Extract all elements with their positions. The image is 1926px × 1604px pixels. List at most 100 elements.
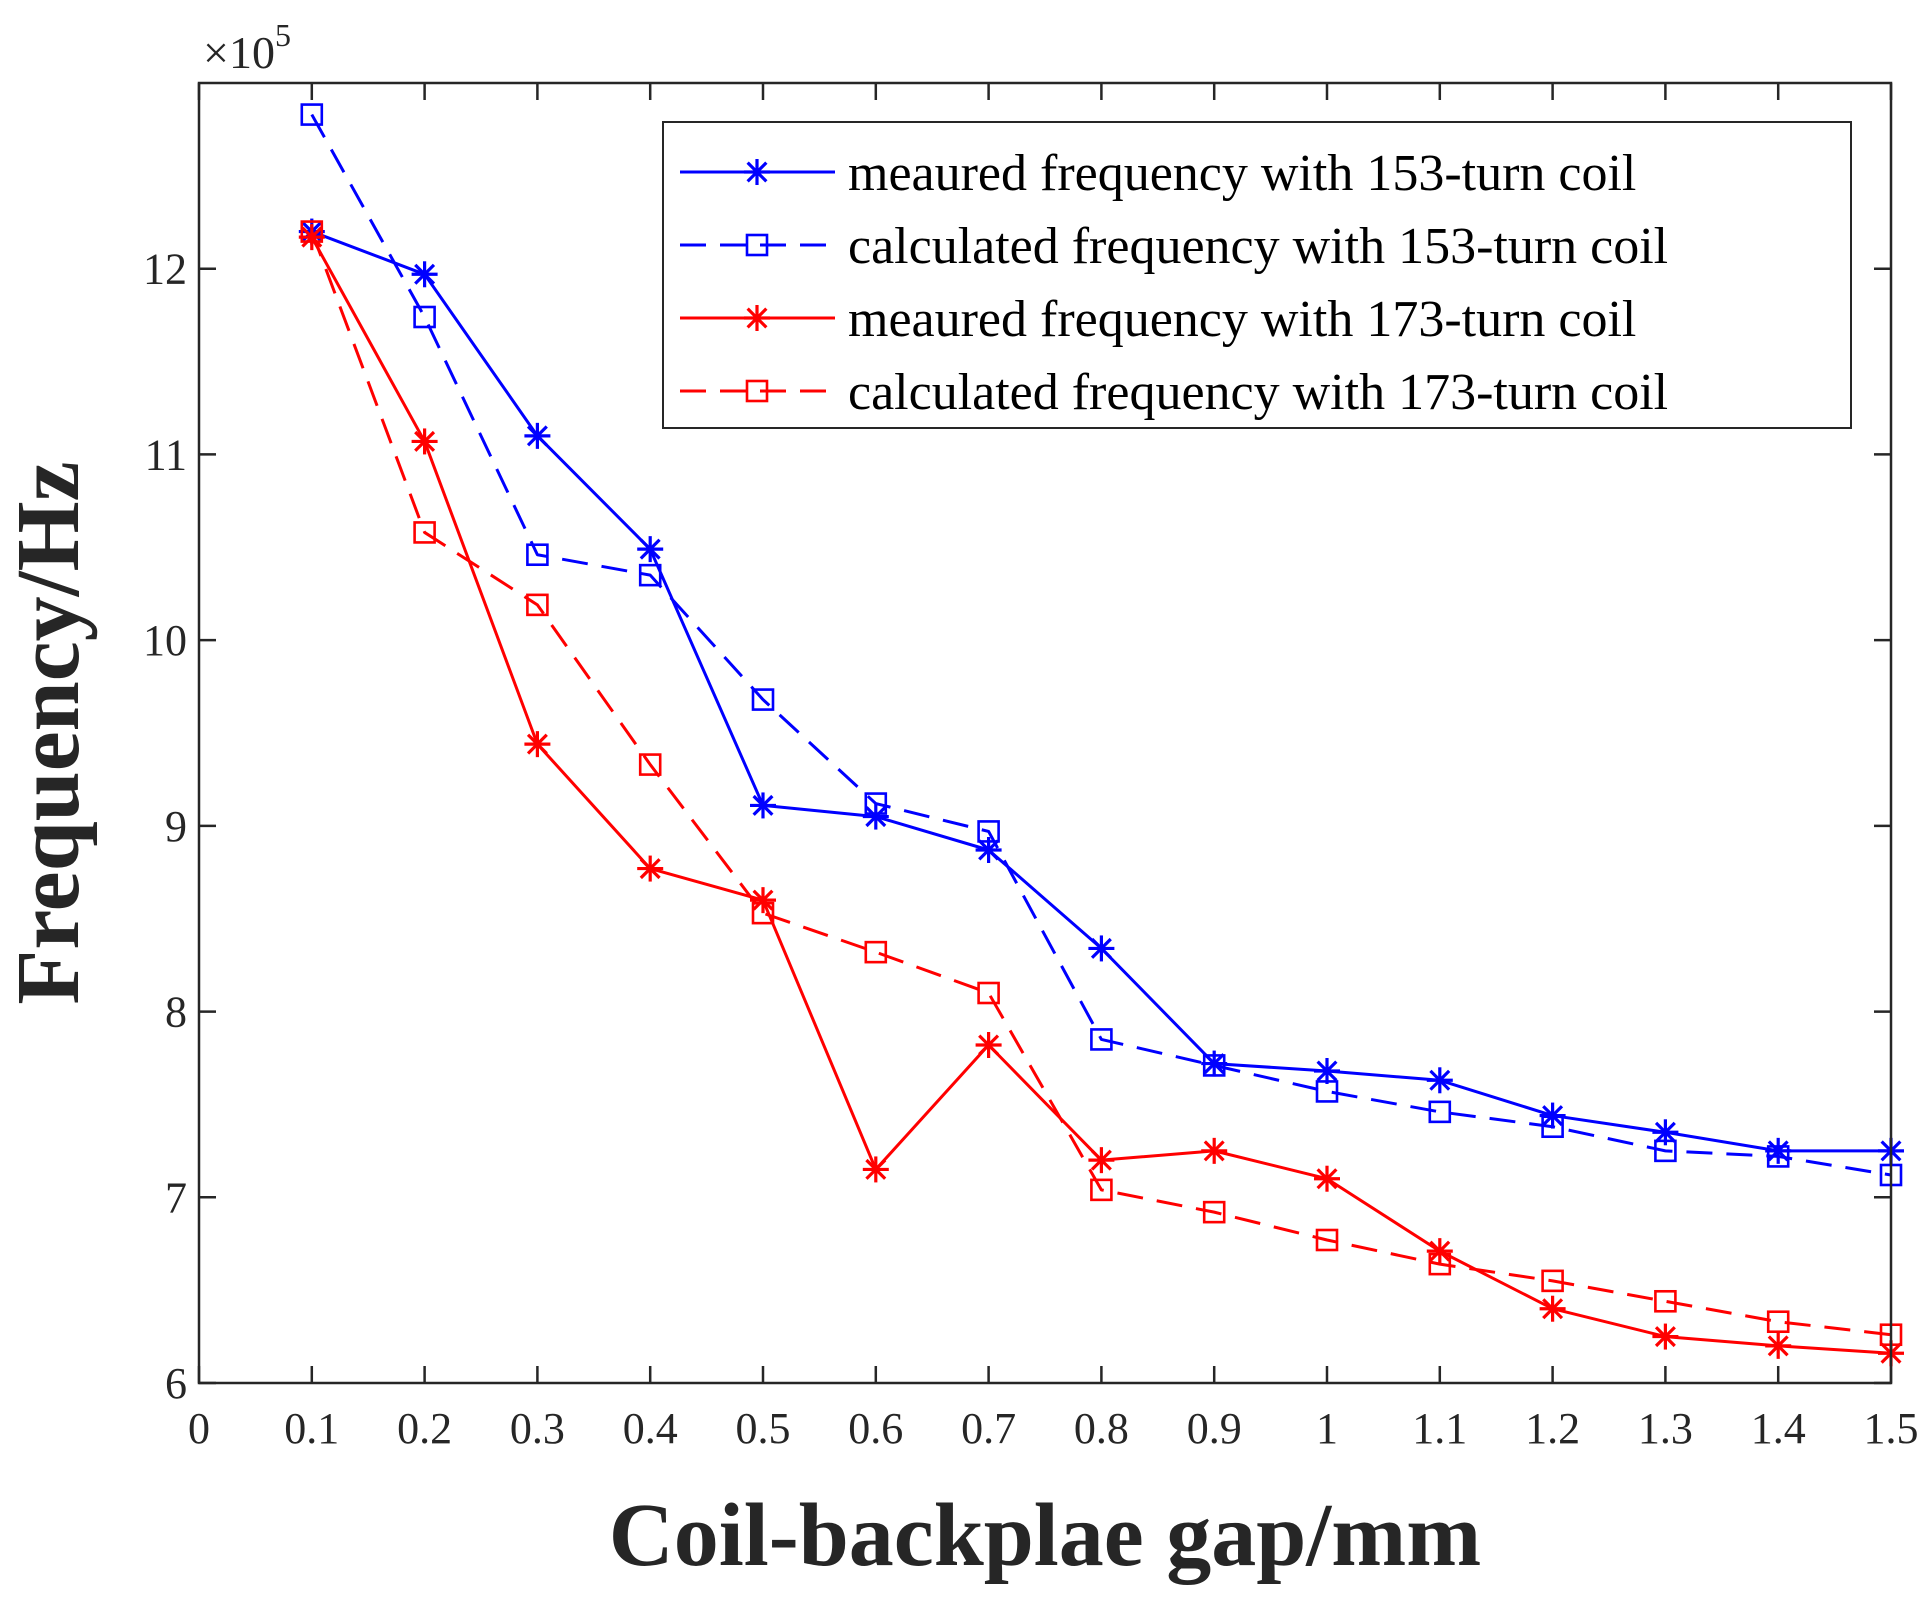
x-tick-label: 0	[188, 1404, 210, 1453]
asterisk-marker	[1426, 1067, 1453, 1094]
x-ticks: 0 0.1 0.2 0.3 0.4 0.5 0.6 0.7 0.8 0.9 1 1.1 1.2 1.3 1.…	[188, 83, 1919, 1453]
square-marker	[638, 563, 662, 587]
square-marker	[977, 981, 1000, 1005]
square-marker	[1541, 1269, 1564, 1293]
square-marker	[864, 792, 888, 815]
legend-label: meaured frequency with 153-turn coil	[848, 145, 1636, 202]
asterisk-marker	[298, 224, 325, 251]
legend-box	[662, 121, 1852, 429]
square-marker	[1202, 1200, 1226, 1224]
asterisk-marker	[1088, 935, 1115, 962]
series-line	[310, 231, 1892, 1337]
y-tick-label: 11	[145, 430, 187, 479]
series-3	[298, 224, 1904, 1367]
legend-entry-2: calculated frequency with 153-turn coil	[680, 218, 1668, 275]
legend-entry-4: calculated frequency with 173-turn coil	[680, 364, 1668, 421]
plot-frame	[197, 81, 1893, 1385]
y-tick-label: 7	[165, 1173, 187, 1222]
x-tick-label: 1.3	[1638, 1404, 1693, 1453]
y-tick-label: 12	[143, 245, 187, 294]
legend-label: calculated frequency with 153-turn coil	[848, 218, 1668, 275]
square-marker	[1428, 1100, 1452, 1124]
x-tick-label: 0.9	[1187, 1404, 1242, 1453]
x-tick-label: 0.1	[284, 1404, 339, 1453]
y-tick-label: 6	[165, 1359, 187, 1408]
asterisk-marker	[862, 803, 889, 830]
series-line	[310, 113, 1892, 1177]
x-tick-label: 1	[1316, 1404, 1338, 1453]
square-marker	[1090, 1028, 1113, 1051]
legend-entry-1: meaured frequency with 153-turn coil	[680, 145, 1636, 202]
square-marker	[413, 305, 436, 329]
x-tick-label: 1.1	[1412, 1404, 1467, 1453]
asterisk-marker	[411, 428, 438, 455]
x-tick-label: 0.6	[848, 1404, 903, 1453]
asterisk-marker	[637, 536, 664, 563]
legend-square-marker	[745, 233, 769, 257]
x-tick-label: 0.2	[397, 1404, 452, 1453]
legend-square-marker	[745, 379, 769, 403]
asterisk-marker	[524, 422, 551, 449]
square-marker	[526, 593, 549, 617]
y-tick-label: 10	[143, 616, 187, 665]
x-axis-title: Coil-backplae gap/mm	[609, 1486, 1482, 1585]
asterisk-marker	[1765, 1332, 1792, 1359]
asterisk-marker	[1314, 1058, 1340, 1084]
legend: meaured frequency with 153-turn coil calc…	[662, 121, 1852, 429]
asterisk-marker	[1426, 1238, 1453, 1265]
y-tick-label: 8	[165, 988, 187, 1037]
series-2	[300, 103, 1903, 1187]
square-marker	[1202, 1054, 1226, 1077]
x-tick-label: 1.5	[1864, 1404, 1919, 1453]
square-marker	[751, 901, 775, 925]
square-marker	[1766, 1310, 1790, 1334]
square-marker	[1315, 1228, 1339, 1252]
square-marker	[977, 820, 1000, 843]
asterisk-marker	[411, 261, 438, 288]
y-multiplier-label: ×105	[203, 17, 291, 78]
asterisk-marker	[750, 792, 776, 819]
square-marker	[864, 940, 888, 964]
y-ticks: 6 7 8 9 10 11 12	[143, 245, 1891, 1408]
square-marker	[1315, 1080, 1339, 1103]
x-tick-label: 0.7	[961, 1404, 1016, 1453]
square-marker	[751, 688, 775, 711]
square-marker	[1654, 1289, 1677, 1313]
y-axis-title: Frequency/Hz	[0, 461, 98, 1004]
legend-entry-3: meaured frequency with 173-turn coil	[680, 291, 1636, 348]
x-tick-label: 0.5	[736, 1404, 791, 1453]
y-multiplier-base: ×10	[203, 27, 275, 78]
asterisk-marker	[637, 855, 664, 882]
square-marker	[1654, 1139, 1677, 1163]
asterisk-marker	[1314, 1165, 1340, 1192]
asterisk-marker	[1539, 1295, 1566, 1322]
series-layer	[298, 103, 1904, 1367]
x-tick-label: 0.4	[623, 1404, 678, 1453]
legend-asterisk-marker	[744, 305, 770, 331]
x-tick-label: 0.3	[510, 1404, 565, 1453]
square-marker	[1090, 1178, 1113, 1202]
square-marker	[1766, 1145, 1790, 1168]
square-marker	[526, 543, 549, 567]
asterisk-marker	[862, 1156, 889, 1183]
square-marker	[1541, 1115, 1564, 1139]
legend-asterisk-marker	[744, 159, 770, 185]
x-tick-label: 0.8	[1074, 1404, 1129, 1453]
asterisk-marker	[1201, 1137, 1228, 1164]
square-marker	[300, 103, 324, 126]
y-tick-label: 9	[165, 802, 187, 851]
asterisk-marker	[524, 731, 551, 758]
legend-label: meaured frequency with 173-turn coil	[848, 291, 1636, 348]
square-marker	[638, 753, 662, 776]
asterisk-marker	[975, 1032, 1002, 1058]
x-tick-label: 1.2	[1525, 1404, 1580, 1453]
asterisk-marker	[1088, 1147, 1115, 1174]
legend-label: calculated frequency with 173-turn coil	[848, 364, 1668, 421]
square-marker	[413, 521, 436, 544]
series-1	[298, 218, 1904, 1164]
y-multiplier-exponent: 5	[275, 17, 291, 53]
square-marker	[1428, 1252, 1452, 1276]
x-tick-label: 1.4	[1751, 1404, 1806, 1453]
asterisk-marker	[1652, 1323, 1679, 1350]
